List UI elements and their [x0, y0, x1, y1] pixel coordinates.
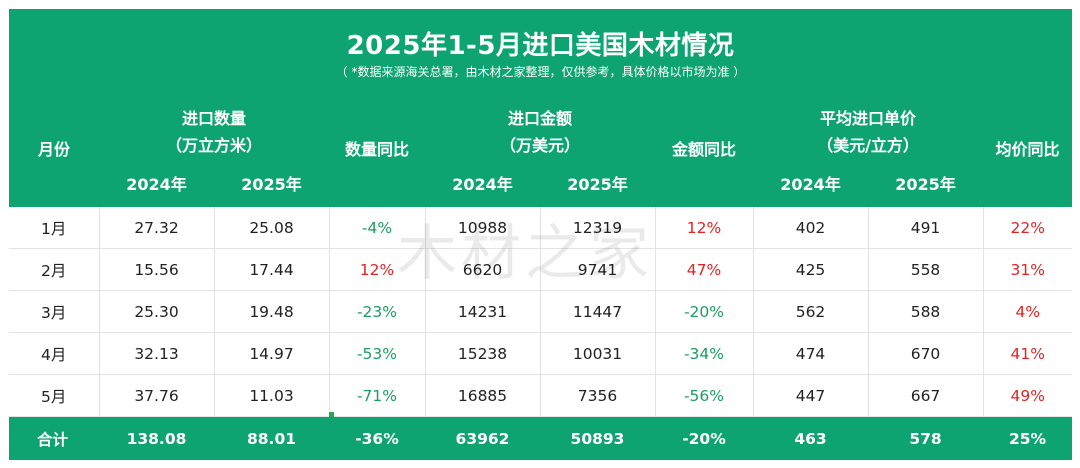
cell-volume-2024: 37.76 — [99, 374, 215, 417]
cell-price-2024: 402 — [753, 207, 869, 249]
cell-month: 1月 — [9, 207, 100, 249]
cell-volume-2024: 32.13 — [99, 332, 215, 375]
header-volume-unit: （万立方米） — [165, 136, 262, 155]
cell-volume-yoy: -4% — [329, 207, 426, 249]
total-row: 合计 138.08 88.01 -36% 63962 50893 -20% 46… — [9, 417, 1072, 460]
header-amount-unit: （万美元） — [499, 136, 580, 155]
table-row: 4月 32.13 14.97 -53% 15238 10031 -34% 474 670 41% — [9, 332, 1072, 375]
total-volume-2024: 138.08 — [126, 429, 187, 448]
table-header: 2025年1-5月进口美国木材情况 （ *数据来源海关总署，由木材之家整理，仅供… — [9, 9, 1072, 207]
cell-amount-2024: 14231 — [425, 290, 541, 333]
cell-amount-2024: 6620 — [425, 248, 541, 291]
table-row: 5月 37.76 11.03 -71% 16885 7356 -56% 447 667 49% — [9, 374, 1072, 417]
cell-price-2024: 425 — [753, 248, 869, 291]
cell-volume-2025: 25.08 — [214, 207, 330, 249]
header-month: 月份 — [37, 140, 70, 159]
table-row: 3月 25.30 19.48 -23% 14231 11447 -20% 562 588 4% — [9, 290, 1072, 333]
total-price-yoy: 25% — [1008, 429, 1047, 448]
cell-amount-yoy: -34% — [655, 332, 754, 375]
cell-price-2025: 670 — [868, 332, 984, 375]
cell-amount-2025: 11447 — [540, 290, 656, 333]
cell-volume-2024: 15.56 — [99, 248, 215, 291]
cell-amount-yoy: 47% — [655, 248, 754, 291]
total-label: 合计 — [37, 430, 69, 449]
header-volume-2025: 2025年 — [241, 175, 302, 194]
data-table: 1月 27.32 25.08 -4% 10988 12319 12% 402 491 22% 2月 1… — [9, 207, 1072, 417]
cell-month: 2月 — [9, 248, 100, 291]
cell-volume-yoy: 12% — [329, 248, 426, 291]
cell-month: 3月 — [9, 290, 100, 333]
cell-price-2025: 558 — [868, 248, 984, 291]
total-amount-2024: 63962 — [455, 429, 510, 448]
header-price-2025: 2025年 — [895, 175, 956, 194]
header-volume-group: 进口数量 （万立方米） — [99, 105, 329, 161]
table-row: 2月 15.56 17.44 12% 6620 9741 47% 425 558 31% — [9, 248, 1072, 291]
cell-volume-yoy: -53% — [329, 332, 426, 375]
cell-volume-yoy: -71% — [329, 374, 426, 417]
cell-volume-2025: 17.44 — [214, 248, 330, 291]
cell-volume-2024: 27.32 — [99, 207, 215, 249]
cell-price-yoy: 22% — [983, 207, 1072, 249]
cell-price-yoy: 41% — [983, 332, 1072, 375]
cell-amount-yoy: -56% — [655, 374, 754, 417]
cell-month: 4月 — [9, 332, 100, 375]
total-volume-yoy: -36% — [355, 429, 399, 448]
header-amount-group: 进口金额 （万美元） — [425, 105, 655, 161]
total-amount-2025: 50893 — [570, 429, 625, 448]
total-amount-yoy: -20% — [682, 429, 726, 448]
cell-price-2025: 667 — [868, 374, 984, 417]
total-price-2024: 463 — [794, 429, 827, 448]
header-price-yoy: 均价同比 — [995, 140, 1060, 159]
header-volume-2024: 2024年 — [126, 175, 187, 194]
cell-price-yoy: 4% — [983, 290, 1072, 333]
cell-amount-2024: 16885 — [425, 374, 541, 417]
cell-volume-2025: 11.03 — [214, 374, 330, 417]
cell-price-yoy: 31% — [983, 248, 1072, 291]
header-volume-yoy: 数量同比 — [344, 140, 409, 159]
header-price-group: 平均进口单价 （美元/立方） — [753, 105, 983, 161]
cell-amount-2024: 10988 — [425, 207, 541, 249]
report-card: 2025年1-5月进口美国木材情况 （ *数据来源海关总署，由木材之家整理，仅供… — [9, 9, 1072, 460]
cell-amount-2025: 10031 — [540, 332, 656, 375]
cell-month: 5月 — [9, 374, 100, 417]
cell-price-2025: 491 — [868, 207, 984, 249]
cell-price-yoy: 49% — [983, 374, 1072, 417]
total-volume-2025: 88.01 — [246, 429, 297, 448]
header-amount-2025: 2025年 — [567, 175, 628, 194]
cell-volume-2025: 14.97 — [214, 332, 330, 375]
total-price-2025: 578 — [909, 429, 942, 448]
table-row: 1月 27.32 25.08 -4% 10988 12319 12% 402 491 22% — [9, 207, 1072, 249]
cell-amount-2025: 12319 — [540, 207, 656, 249]
cell-price-2024: 474 — [753, 332, 869, 375]
cell-price-2024: 447 — [753, 374, 869, 417]
cell-amount-2024: 15238 — [425, 332, 541, 375]
cell-amount-yoy: 12% — [655, 207, 754, 249]
cell-price-2024: 562 — [753, 290, 869, 333]
header-volume-title: 进口数量 — [181, 109, 246, 128]
header-price-unit: （美元/立方） — [817, 136, 919, 155]
header-amount-2024: 2024年 — [452, 175, 513, 194]
cell-amount-2025: 9741 — [540, 248, 656, 291]
cell-amount-yoy: -20% — [655, 290, 754, 333]
cell-volume-yoy: -23% — [329, 290, 426, 333]
cell-volume-2025: 19.48 — [214, 290, 330, 333]
source-note: （ *数据来源海关总署，由木材之家整理，仅供参考，具体价格以市场为准 ） — [335, 65, 746, 79]
cell-amount-2025: 7356 — [540, 374, 656, 417]
cell-volume-2024: 25.30 — [99, 290, 215, 333]
cell-price-2025: 588 — [868, 290, 984, 333]
corner-marker — [329, 412, 334, 417]
header-amount-title: 进口金额 — [507, 109, 572, 128]
page-title: 2025年1-5月进口美国木材情况 — [346, 31, 735, 61]
header-amount-yoy: 金额同比 — [671, 140, 736, 159]
header-price-2024: 2024年 — [780, 175, 841, 194]
header-price-title: 平均进口单价 — [819, 109, 916, 128]
